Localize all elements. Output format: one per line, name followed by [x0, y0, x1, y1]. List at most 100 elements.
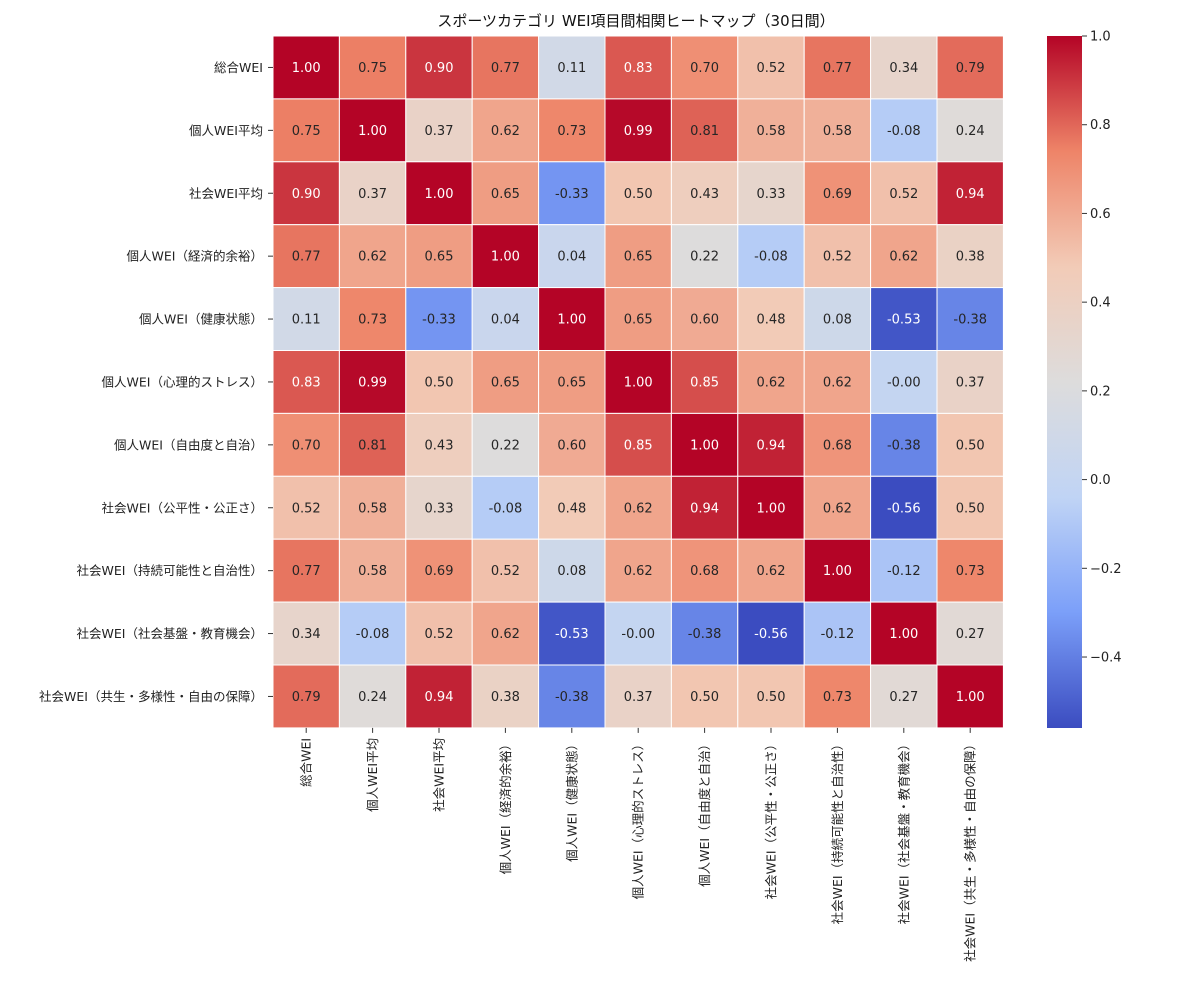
cell-value-label: -0.38 [887, 438, 921, 453]
cell-value-label: 0.62 [358, 250, 387, 265]
cell-value-label: 1.00 [624, 375, 653, 390]
cell-value-label: -0.53 [555, 627, 589, 642]
heatmap-cell-2-10 [936, 161, 1004, 226]
heatmap-cell-4-3 [471, 287, 540, 352]
cell-value-label: -0.08 [356, 627, 390, 642]
cell-value-label: 1.00 [491, 250, 520, 265]
cell-value-label: 0.94 [757, 438, 786, 453]
cell-value-label: 0.83 [624, 61, 653, 76]
row-label: 個人WEI（経済的余裕） [127, 249, 263, 264]
heatmap-cell-6-6 [670, 412, 739, 477]
cell-value-label: 0.43 [690, 187, 719, 202]
cell-value-label: 0.62 [757, 375, 786, 390]
cell-value-label: 0.94 [956, 187, 985, 202]
cell-value-label: 0.99 [358, 375, 387, 390]
cell-value-label: 0.48 [557, 501, 586, 516]
heatmap-cell-10-10 [936, 664, 1004, 729]
heatmap-cell-8-5 [604, 538, 672, 603]
cell-value-label: 0.37 [425, 124, 454, 139]
cell-value-label: 0.69 [425, 564, 454, 579]
heatmap-cell-8-3 [471, 538, 540, 603]
heatmap-cell-7-1 [338, 475, 407, 540]
row-label: 社会WEI（持続可能性と自治性） [77, 563, 263, 578]
cell-value-label: 0.50 [425, 375, 454, 390]
heatmap-cell-3-9 [870, 224, 938, 289]
cell-value-label: 0.52 [425, 627, 454, 642]
heatmap-cell-9-10 [936, 601, 1004, 666]
cell-value-label: 0.33 [757, 187, 786, 202]
cell-value-label: 0.94 [690, 501, 719, 516]
heatmap-cell-8-2 [405, 538, 473, 603]
heatmap-cell-8-7 [737, 538, 805, 603]
cell-value-label: 0.94 [425, 690, 454, 705]
row-label: 個人WEI（自由度と自治） [114, 437, 263, 452]
cell-value-label: 0.04 [557, 250, 586, 265]
heatmap-cell-9-2 [405, 601, 473, 666]
cell-value-label: 0.65 [425, 250, 454, 265]
heatmap-cell-3-6 [670, 224, 739, 289]
cell-value-label: 0.73 [956, 564, 985, 579]
heatmap-cell-7-9 [870, 475, 938, 540]
heatmap-cell-0-2 [405, 35, 473, 100]
heatmap-cell-4-10 [936, 287, 1004, 352]
cell-value-label: -0.53 [887, 313, 921, 328]
cell-value-label: -0.56 [887, 501, 921, 516]
row-label: 個人WEI（心理的ストレス） [102, 374, 263, 389]
heatmap-cell-6-1 [338, 412, 407, 477]
cell-value-label: 0.77 [292, 564, 321, 579]
cell-value-label: -0.12 [821, 627, 855, 642]
row-label: 社会WEI（共生・多様性・自由の保障） [39, 689, 263, 704]
heatmap-cell-4-2 [405, 287, 473, 352]
cell-value-label: 0.58 [757, 124, 786, 139]
heatmap-cell-1-4 [538, 98, 606, 163]
cell-value-label: 0.22 [690, 250, 719, 265]
heatmap-cell-10-8 [803, 664, 872, 729]
heatmap-cell-2-5 [604, 161, 672, 226]
heatmap-cell-9-5 [604, 601, 672, 666]
heatmap-cell-7-4 [538, 475, 606, 540]
cell-value-label: -0.33 [555, 187, 589, 202]
cell-value-label: 0.99 [624, 124, 653, 139]
heatmap-cell-10-7 [737, 664, 805, 729]
cell-value-label: 1.00 [757, 501, 786, 516]
heatmap-cell-2-2 [405, 161, 473, 226]
cell-value-label: 0.75 [292, 124, 321, 139]
heatmap-cell-4-6 [670, 287, 739, 352]
cell-value-label: 0.37 [624, 690, 653, 705]
cell-value-label: 0.52 [823, 250, 852, 265]
row-label: 社会WEI（社会基盤・教育機会） [77, 626, 263, 641]
heatmap-cell-10-2 [405, 664, 473, 729]
cell-value-label: 0.62 [889, 250, 918, 265]
heatmap-cells: 1.00 0.75 0.90 0.77 0.11 0.83 0.70 0.52 0.77 0.34… [272, 35, 1004, 729]
cell-value-label: 0.33 [425, 501, 454, 516]
column-label: 個人WEI平均 [365, 738, 380, 812]
cell-value-label: 0.34 [889, 61, 918, 76]
cell-value-label: 0.75 [358, 61, 387, 76]
row-label: 総合WEI [214, 60, 263, 75]
colorbar: 1.0 0.8 0.6 0.4 0.2 0.0 −0.2 −0.4 [1047, 30, 1122, 728]
heatmap-cell-5-8 [803, 350, 872, 414]
heatmap-cell-10-5 [604, 664, 672, 729]
cell-value-label: -0.08 [887, 124, 921, 139]
cell-value-label: 0.52 [889, 187, 918, 202]
cell-value-label: 0.52 [292, 501, 321, 516]
cell-value-label: 1.00 [358, 124, 387, 139]
cell-value-label: 0.70 [690, 61, 719, 76]
cell-value-label: -0.00 [887, 375, 921, 390]
heatmap-cell-1-0 [272, 98, 340, 163]
column-label: 社会WEI（公平性・公正さ） [764, 738, 779, 899]
colorbar-tick-label: 0.4 [1090, 296, 1111, 311]
cell-value-label: 0.68 [690, 564, 719, 579]
cell-value-label: 0.58 [358, 564, 387, 579]
cell-value-label: 0.79 [956, 61, 985, 76]
heatmap-cell-0-0 [272, 35, 340, 100]
heatmap-cell-1-9 [870, 98, 938, 163]
cell-value-label: 0.65 [557, 375, 586, 390]
row-label: 個人WEI（健康状態） [139, 312, 263, 327]
cell-value-label: 0.50 [624, 187, 653, 202]
heatmap-cell-6-10 [936, 412, 1004, 477]
cell-value-label: 0.62 [624, 501, 653, 516]
heatmap-cell-0-3 [471, 35, 540, 100]
heatmap-cell-3-4 [538, 224, 606, 289]
colorbar-gradient [1047, 36, 1082, 728]
